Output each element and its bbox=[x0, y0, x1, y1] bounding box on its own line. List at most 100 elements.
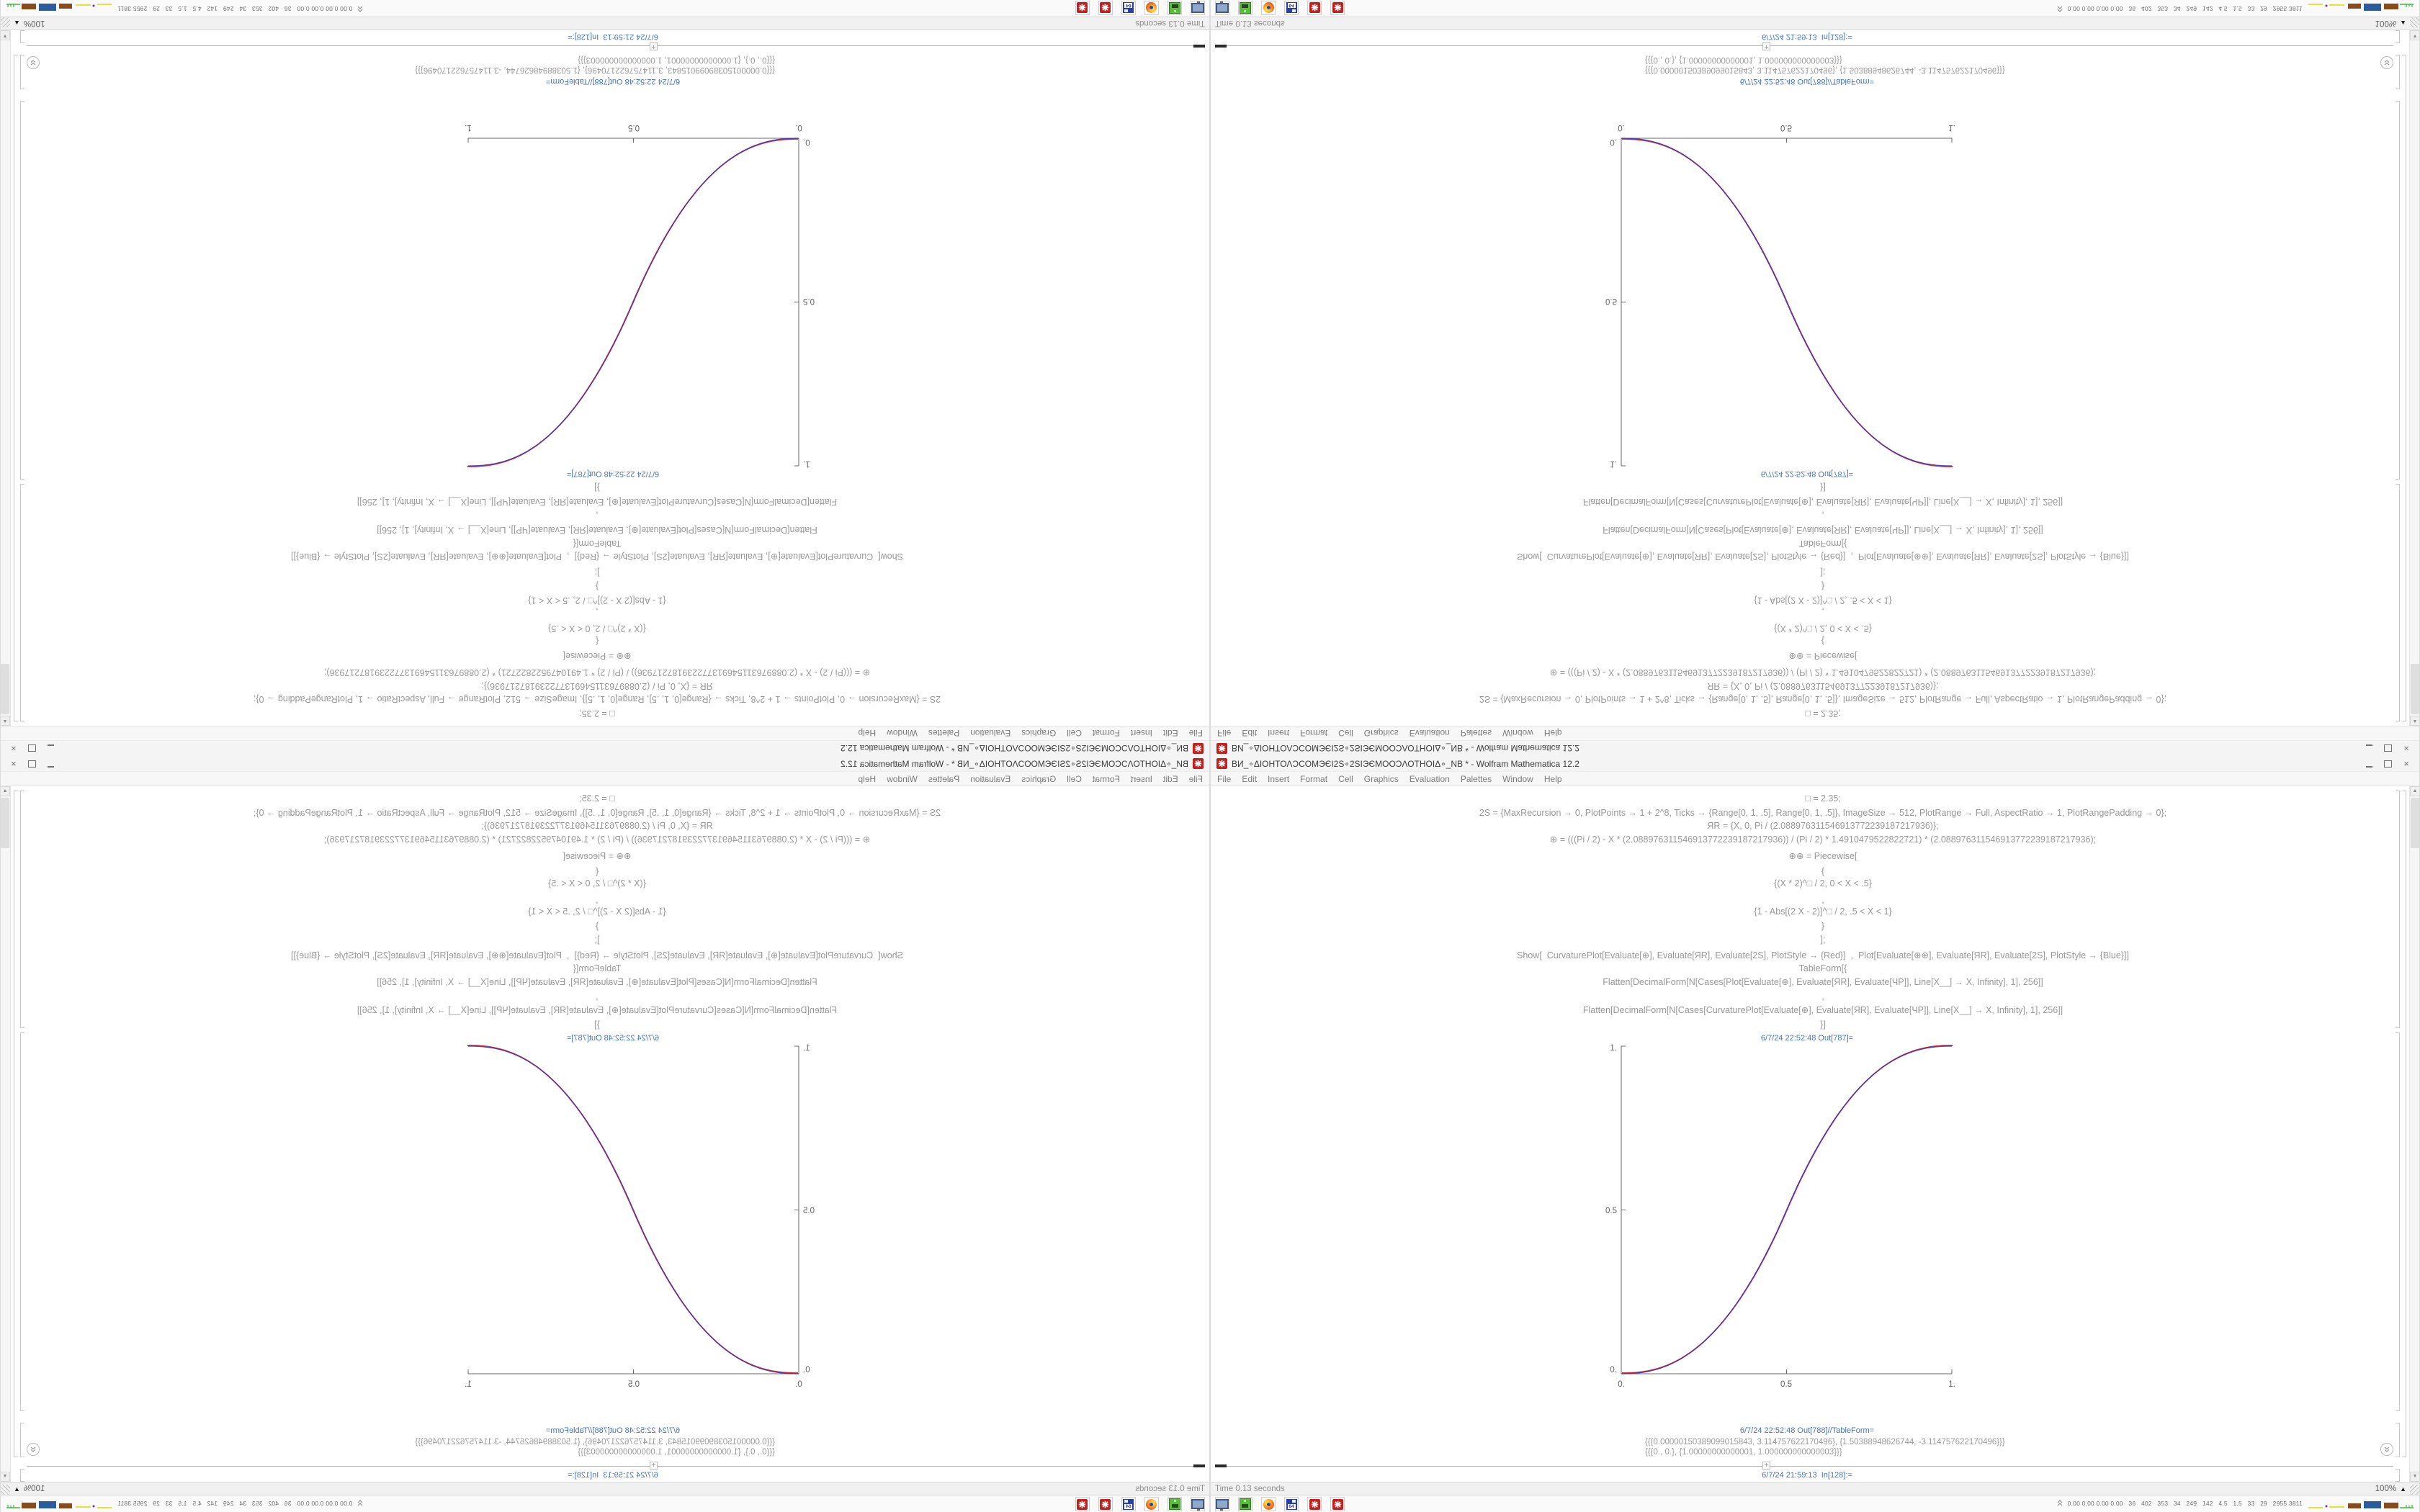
code-line[interactable]: Flatten[DecimalForm[N[Cases[Plot[Evaluat… bbox=[1603, 525, 2043, 535]
taskbar-floppy-button[interactable]: 64 bbox=[1284, 1497, 1299, 1511]
notebook-area[interactable]: □ = 2.35; 2S = {MaxRecursion → 0, PlotPo… bbox=[1211, 30, 2420, 726]
insert-cell-button[interactable]: + bbox=[1762, 42, 1770, 50]
menu-insert[interactable]: Insert bbox=[1130, 773, 1152, 784]
code-line[interactable]: {1 - Abs[(2 X - 2)]^□ / 2, .5 < X < 1} bbox=[528, 906, 666, 917]
menu-palettes[interactable]: Palettes bbox=[928, 773, 960, 784]
menu-window[interactable]: Window bbox=[1502, 728, 1533, 739]
code-line[interactable]: , bbox=[1821, 510, 1824, 521]
code-line[interactable]: , bbox=[1821, 607, 1824, 617]
window-titlebar[interactable]: ВИ_∘ΔΙΟΗΤΟΛƆCΟΜЭЄΙ2S∘2SΙЭЄΜΟΟƆΛΟΤΗΟΙΔ∘_N… bbox=[1211, 756, 2419, 772]
code-line[interactable]: ⊕⊕ = Piecewise[ bbox=[563, 851, 632, 861]
menu-palettes[interactable]: Palettes bbox=[1460, 728, 1492, 739]
taskbar-mathematica-button[interactable] bbox=[1075, 1497, 1090, 1511]
insert-cell-button[interactable]: + bbox=[650, 1462, 658, 1470]
code-line[interactable]: 2S = {MaxRecursion → 0, PlotPoints → 1 +… bbox=[1479, 808, 2167, 818]
tray-collapse-icon[interactable] bbox=[2056, 2, 2063, 15]
code-line[interactable]: {(X * 2)^□ / 2, 0 < X < .5} bbox=[548, 624, 646, 634]
window-titlebar[interactable]: ВИ_∘ΔΙΟΗΤΟΛƆCΟΜЭЄΙ2S∘2SΙЭЄΜΟΟƆΛΟΤΗΟΙΔ∘_N… bbox=[1211, 740, 2419, 756]
cell-bracket-out787[interactable] bbox=[20, 1032, 24, 1411]
code-line[interactable]: Flatten[DecimalForm[N[Cases[CurvaturePlo… bbox=[1582, 497, 2063, 507]
code-line[interactable]: ⊕⊕ = Piecewise[ bbox=[1788, 651, 1857, 661]
menu-help[interactable]: Help bbox=[858, 728, 877, 739]
notebook-scrollbar[interactable]: ▲ ▼ bbox=[0, 786, 11, 1482]
code-line[interactable]: Show[ CurvaturePlot[Evaluate[⊕], Evaluat… bbox=[1517, 950, 2129, 960]
window-titlebar[interactable]: ВИ_∘ΔΙΟΗΤΟΛƆCΟΜЭЄΙ2S∘2SΙЭЄΜΟΟƆΛΟΤΗΟΙΔ∘_N… bbox=[1, 756, 1209, 772]
code-line[interactable]: }] bbox=[1820, 482, 1826, 492]
close-button[interactable]: × bbox=[11, 758, 17, 769]
code-line[interactable]: Show[ CurvaturePlot[Evaluate[⊕], Evaluat… bbox=[1517, 552, 2129, 562]
code-line[interactable]: 2S = {MaxRecursion → 0, PlotPoints → 1 +… bbox=[1479, 694, 2167, 704]
code-line[interactable]: TableForm[{ bbox=[573, 539, 622, 549]
minimize-button[interactable] bbox=[2366, 760, 2373, 768]
code-line[interactable]: ⊕ = (((Pi / 2) - X * (2.0889763115469137… bbox=[323, 667, 871, 678]
cell-bracket-out788[interactable] bbox=[20, 55, 24, 89]
taskbar-computer-button[interactable] bbox=[1191, 1, 1205, 15]
taskbar-floppy-button[interactable]: 64 bbox=[1121, 1, 1136, 15]
code-line[interactable]: } bbox=[595, 581, 599, 591]
code-line[interactable]: ЯR = {X, 0, Pi / (2.08897631154691377223… bbox=[481, 821, 713, 831]
tray-collapse-icon[interactable] bbox=[357, 2, 364, 15]
cell-bracket-input[interactable] bbox=[20, 484, 24, 721]
resize-grip[interactable] bbox=[2410, 17, 2420, 27]
code-line[interactable]: ⊕⊕ = Piecewise[ bbox=[563, 651, 632, 661]
cell-group-toggle[interactable] bbox=[27, 56, 40, 69]
code-line[interactable]: Flatten[DecimalForm[N[Cases[CurvaturePlo… bbox=[1582, 1005, 2063, 1015]
cell-bracket-input[interactable] bbox=[2396, 484, 2400, 721]
close-button[interactable]: × bbox=[2403, 743, 2409, 754]
taskbar-firefox-button[interactable] bbox=[1144, 1, 1159, 15]
menu-file[interactable]: File bbox=[1188, 728, 1203, 739]
menu-format[interactable]: Format bbox=[1300, 728, 1328, 739]
insert-cell-button[interactable]: + bbox=[650, 42, 658, 50]
cell-bracket-in128[interactable] bbox=[2396, 1469, 2400, 1482]
code-line[interactable]: { bbox=[595, 636, 599, 646]
menu-format[interactable]: Format bbox=[1092, 773, 1120, 784]
menu-cell[interactable]: Cell bbox=[1338, 728, 1353, 739]
menu-insert[interactable]: Insert bbox=[1268, 728, 1290, 739]
menu-help[interactable]: Help bbox=[1543, 773, 1562, 784]
cell-bracket-out788[interactable] bbox=[20, 1423, 24, 1457]
resize-grip[interactable] bbox=[2410, 1485, 2419, 1495]
menu-help[interactable]: Help bbox=[858, 773, 877, 784]
notebook-scrollbar[interactable]: ▲ ▼ bbox=[2409, 786, 2419, 1482]
scrollbar-thumb[interactable] bbox=[1, 664, 9, 714]
menu-graphics[interactable]: Graphics bbox=[1363, 728, 1399, 739]
code-line[interactable]: TableForm[{ bbox=[573, 963, 622, 973]
cell-bracket-group[interactable] bbox=[14, 55, 18, 721]
notebook-area[interactable]: □ = 2.35; 2S = {MaxRecursion → 0, PlotPo… bbox=[0, 30, 1209, 726]
cell-bracket-out788[interactable] bbox=[2396, 1423, 2400, 1457]
code-line[interactable]: ]; bbox=[594, 935, 600, 945]
code-line[interactable]: {(X * 2)^□ / 2, 0 < X < .5} bbox=[548, 878, 646, 888]
code-line[interactable]: Show[ CurvaturePlot[Evaluate[⊕], Evaluat… bbox=[291, 552, 903, 562]
scroll-up-icon[interactable]: ▲ bbox=[2410, 786, 2419, 796]
taskbar-floppy-button[interactable]: 64 bbox=[1121, 1497, 1136, 1511]
menu-file[interactable]: File bbox=[1217, 773, 1232, 784]
code-line[interactable]: TableForm[{ bbox=[1798, 539, 1847, 549]
menu-edit[interactable]: Edit bbox=[1242, 773, 1258, 784]
code-line[interactable]: 2S = {MaxRecursion → 0, PlotPoints → 1 +… bbox=[253, 808, 941, 818]
code-line[interactable]: ⊕ = (((Pi / 2) - X * (2.0889763115469137… bbox=[1549, 834, 2097, 845]
menu-cell[interactable]: Cell bbox=[1067, 773, 1082, 784]
code-line[interactable]: { bbox=[1821, 866, 1825, 876]
scrollbar-thumb[interactable] bbox=[1, 798, 9, 848]
code-line[interactable]: , bbox=[596, 607, 599, 617]
maximize-button[interactable] bbox=[2384, 760, 2393, 768]
resize-grip[interactable] bbox=[0, 17, 10, 27]
code-line[interactable]: TableForm[{ bbox=[1798, 963, 1847, 973]
menu-help[interactable]: Help bbox=[1543, 728, 1562, 739]
menu-edit[interactable]: Edit bbox=[1242, 728, 1258, 739]
scrollbar-thumb[interactable] bbox=[2411, 664, 2419, 714]
code-line[interactable]: 2S = {MaxRecursion → 0, PlotPoints → 1 +… bbox=[253, 694, 941, 704]
cell-bracket-group[interactable] bbox=[2402, 55, 2406, 721]
menu-window[interactable]: Window bbox=[887, 728, 918, 739]
cell-insertion-line[interactable] bbox=[1215, 1466, 2393, 1467]
code-line[interactable]: ]; bbox=[1820, 567, 1826, 577]
taskbar-package-button[interactable] bbox=[1168, 1, 1182, 15]
cell-group-toggle[interactable] bbox=[2380, 56, 2393, 69]
scrollbar-thumb[interactable] bbox=[2411, 798, 2419, 848]
maximize-button[interactable] bbox=[2384, 744, 2393, 752]
menu-evaluation[interactable]: Evaluation bbox=[970, 728, 1011, 739]
cell-bracket-input[interactable] bbox=[20, 791, 24, 1028]
menu-evaluation[interactable]: Evaluation bbox=[1409, 728, 1450, 739]
code-line[interactable]: , bbox=[1821, 991, 1824, 1002]
menu-graphics[interactable]: Graphics bbox=[1363, 773, 1399, 784]
